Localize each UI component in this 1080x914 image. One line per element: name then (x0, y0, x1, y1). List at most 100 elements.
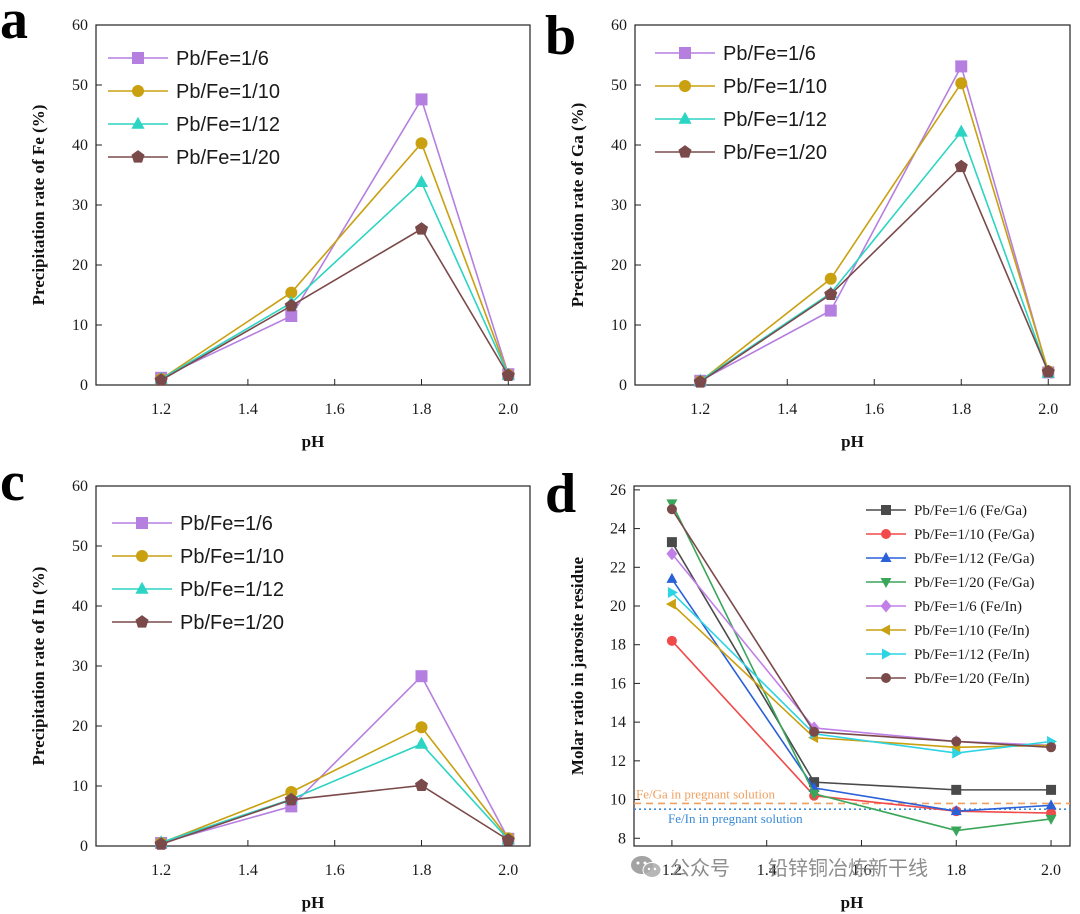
data-point (154, 837, 168, 850)
x-tick-label: 1.2 (151, 862, 171, 879)
y-axis-label: Molar ratio in jarosite residue (568, 556, 587, 775)
y-axis-label: Precipitation rate of In (%) (29, 567, 48, 766)
y-tick-label: 0 (80, 838, 88, 855)
legend-label: Pb/Fe=1/12 (176, 114, 280, 136)
data-point (1041, 364, 1055, 378)
legend-marker (678, 111, 692, 124)
series-line (671, 508, 1052, 749)
series-line (160, 141, 510, 380)
legend-marker (880, 624, 890, 636)
y-tick-label: 50 (72, 538, 88, 555)
series-Pb/Fe=1/12 (Fe/Ga) (666, 572, 1057, 816)
legend-marker (881, 505, 891, 515)
x-tick-label: 2.0 (1038, 401, 1058, 418)
x-tick-label: 1.8 (946, 862, 966, 879)
y-tick-label: 18 (610, 637, 626, 654)
series-Pb/Fe=1/20 (154, 778, 515, 850)
data-point (154, 373, 168, 386)
y-axis-label: Precipitation rate of Ga (%) (568, 103, 587, 308)
legend-marker (131, 150, 145, 163)
watermark-account-name: 铅锌铜冶炼新干线 (768, 856, 928, 880)
y-tick-label: 40 (72, 137, 88, 154)
panel-letter: b (545, 5, 576, 67)
x-tick-label: 1.4 (238, 401, 258, 418)
series-line (160, 227, 509, 381)
series-line (671, 503, 1052, 832)
series-Pb/Fe=1/20 (693, 159, 1055, 388)
x-tick-label: 1.6 (325, 401, 345, 418)
legend-label: Pb/Fe=1/6 (Fe/Ga) (914, 503, 1027, 519)
y-tick-label: 60 (611, 17, 627, 34)
series-line (160, 784, 509, 845)
legend-marker (678, 145, 692, 158)
x-tick-label: 1.2 (690, 401, 710, 418)
series-line (699, 130, 1050, 382)
series-line (160, 726, 509, 844)
series-line (160, 180, 510, 380)
watermark: 公众号 铅锌铜冶炼新干线 (630, 852, 928, 881)
y-tick-label: 8 (618, 830, 626, 847)
data-point (415, 670, 428, 683)
x-tick-label: 1.8 (412, 401, 432, 418)
y-tick-label: 30 (72, 658, 88, 675)
data-point (666, 635, 677, 646)
legend-marker (131, 116, 145, 129)
legend-marker (882, 648, 892, 660)
legend-marker (135, 581, 149, 594)
legend-marker (135, 615, 149, 628)
y-axis-label: Precipitation rate of Fe (%) (29, 105, 48, 306)
data-point (950, 826, 962, 837)
data-point (414, 778, 429, 791)
data-point (952, 747, 963, 759)
legend-marker (880, 578, 892, 588)
y-tick-label: 50 (72, 77, 88, 94)
x-axis-label: pH (841, 893, 864, 912)
data-point (415, 93, 428, 106)
series-line (160, 674, 510, 844)
legend: Pb/Fe=1/6 Pb/Fe=1/10 Pb/Fe=1/12 Pb/Fe=1/20 (655, 43, 827, 164)
legend-label: Pb/Fe=1/12 (180, 579, 284, 601)
data-point (666, 572, 678, 583)
legend-label: Pb/Fe=1/10 (723, 76, 827, 98)
legend-marker (881, 529, 891, 539)
watermark-account-type: 公众号 (670, 856, 730, 880)
data-point (667, 586, 678, 598)
data-point (666, 537, 677, 548)
y-tick-label: 14 (610, 714, 626, 731)
y-tick-label: 30 (611, 197, 627, 214)
legend: Pb/Fe=1/6 Pb/Fe=1/10 Pb/Fe=1/12 Pb/Fe=1/20 (108, 48, 280, 169)
plot-frame (633, 485, 1071, 847)
data-point (1046, 784, 1057, 795)
series-Pb/Fe=1/20 (Fe/In) (666, 504, 1057, 753)
series-line (671, 591, 1052, 754)
y-tick-label: 60 (72, 17, 88, 34)
data-point (951, 736, 962, 747)
series-Pb/Fe=1/6 (155, 670, 515, 849)
legend-marker (679, 80, 691, 92)
series-Pb/Fe=1/6 (155, 93, 515, 384)
y-tick-label: 22 (610, 559, 626, 576)
legend-label: Pb/Fe=1/6 (176, 48, 269, 70)
x-tick-label: 1.4 (757, 862, 777, 879)
legend-label: Pb/Fe=1/20 (180, 612, 284, 634)
data-point (501, 368, 515, 381)
y-tick-label: 20 (72, 718, 88, 735)
legend-label: Pb/Fe=1/10 (Fe/Ga) (914, 527, 1035, 543)
data-point (285, 310, 298, 322)
data-point (501, 833, 515, 846)
y-tick-label: 24 (610, 521, 626, 538)
y-tick-label: 10 (72, 778, 88, 795)
legend-marker (136, 517, 148, 529)
x-tick-label: 2.0 (498, 401, 518, 418)
legend-label: Pb/Fe=1/12 (Fe/Ga) (914, 551, 1035, 567)
x-axis-label: pH (841, 432, 864, 451)
x-tick-label: 1.6 (325, 862, 345, 879)
series-line (671, 553, 1052, 747)
data-point (414, 736, 429, 749)
legend: Pb/Fe=1/6 (Fe/Ga) Pb/Fe=1/10 (Fe/Ga) Pb/Fe… (866, 503, 1035, 687)
data-point (665, 598, 676, 610)
panel-b: b 0 10 20 30 40 50 60 1.2 1.4 1.6 1.8 2.0 pH Precipita… (545, 5, 1071, 451)
y-tick-label: 26 (610, 482, 626, 499)
data-point (955, 77, 968, 90)
